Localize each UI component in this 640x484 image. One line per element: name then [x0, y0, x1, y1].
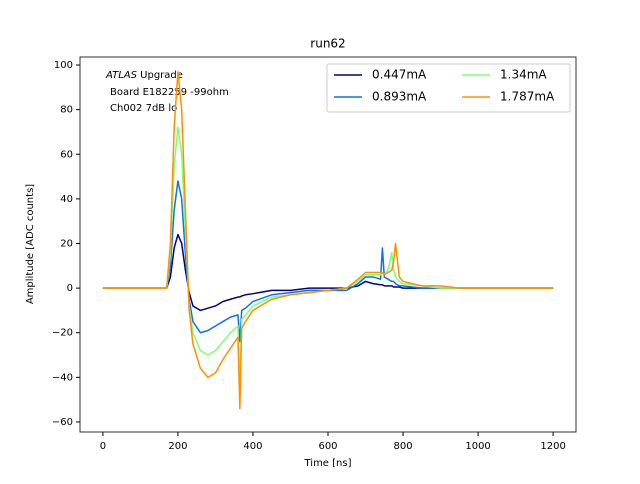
legend-label: 1.787mA	[500, 90, 555, 104]
y-tick-label: 40	[60, 194, 73, 205]
y-tick-label: 80	[60, 105, 73, 116]
y-tick-label: −40	[52, 372, 73, 383]
x-tick-label: 800	[393, 441, 412, 452]
x-axis-label: Time [ns]	[303, 458, 351, 469]
series-line	[102, 70, 554, 410]
y-tick-label: −20	[52, 328, 73, 339]
x-tick-label: 600	[318, 441, 337, 452]
legend-label: 0.893mA	[372, 90, 427, 104]
x-tick-label: 400	[243, 441, 262, 452]
annotation-text: Upgrade	[140, 70, 183, 81]
chart-title: run62	[310, 37, 345, 51]
annotation: ATLAS Upgrade	[105, 70, 183, 81]
plot-frame	[79, 56, 577, 433]
y-tick-label: 100	[54, 60, 73, 71]
annotation-italic: ATLAS	[105, 70, 138, 81]
y-tick-label: −60	[52, 417, 73, 428]
legend-label: 1.34mA	[500, 68, 547, 82]
annotation: Ch002 7dB lo	[110, 103, 177, 114]
y-tick-label: 60	[60, 149, 73, 160]
legend-label: 0.447mA	[372, 68, 427, 82]
y-axis-label: Amplitude [ADC counts]	[25, 184, 36, 304]
series-line	[102, 126, 554, 390]
annotation: Board E182259 -99ohm	[110, 87, 229, 98]
x-tick-label: 1200	[540, 441, 565, 452]
y-tick-label: 20	[60, 238, 73, 249]
x-tick-label: 1000	[465, 441, 490, 452]
legend-frame	[326, 63, 571, 113]
y-tick-label: 0	[67, 283, 73, 294]
x-tick-label: 200	[168, 441, 187, 452]
x-tick-label: 0	[100, 441, 106, 452]
